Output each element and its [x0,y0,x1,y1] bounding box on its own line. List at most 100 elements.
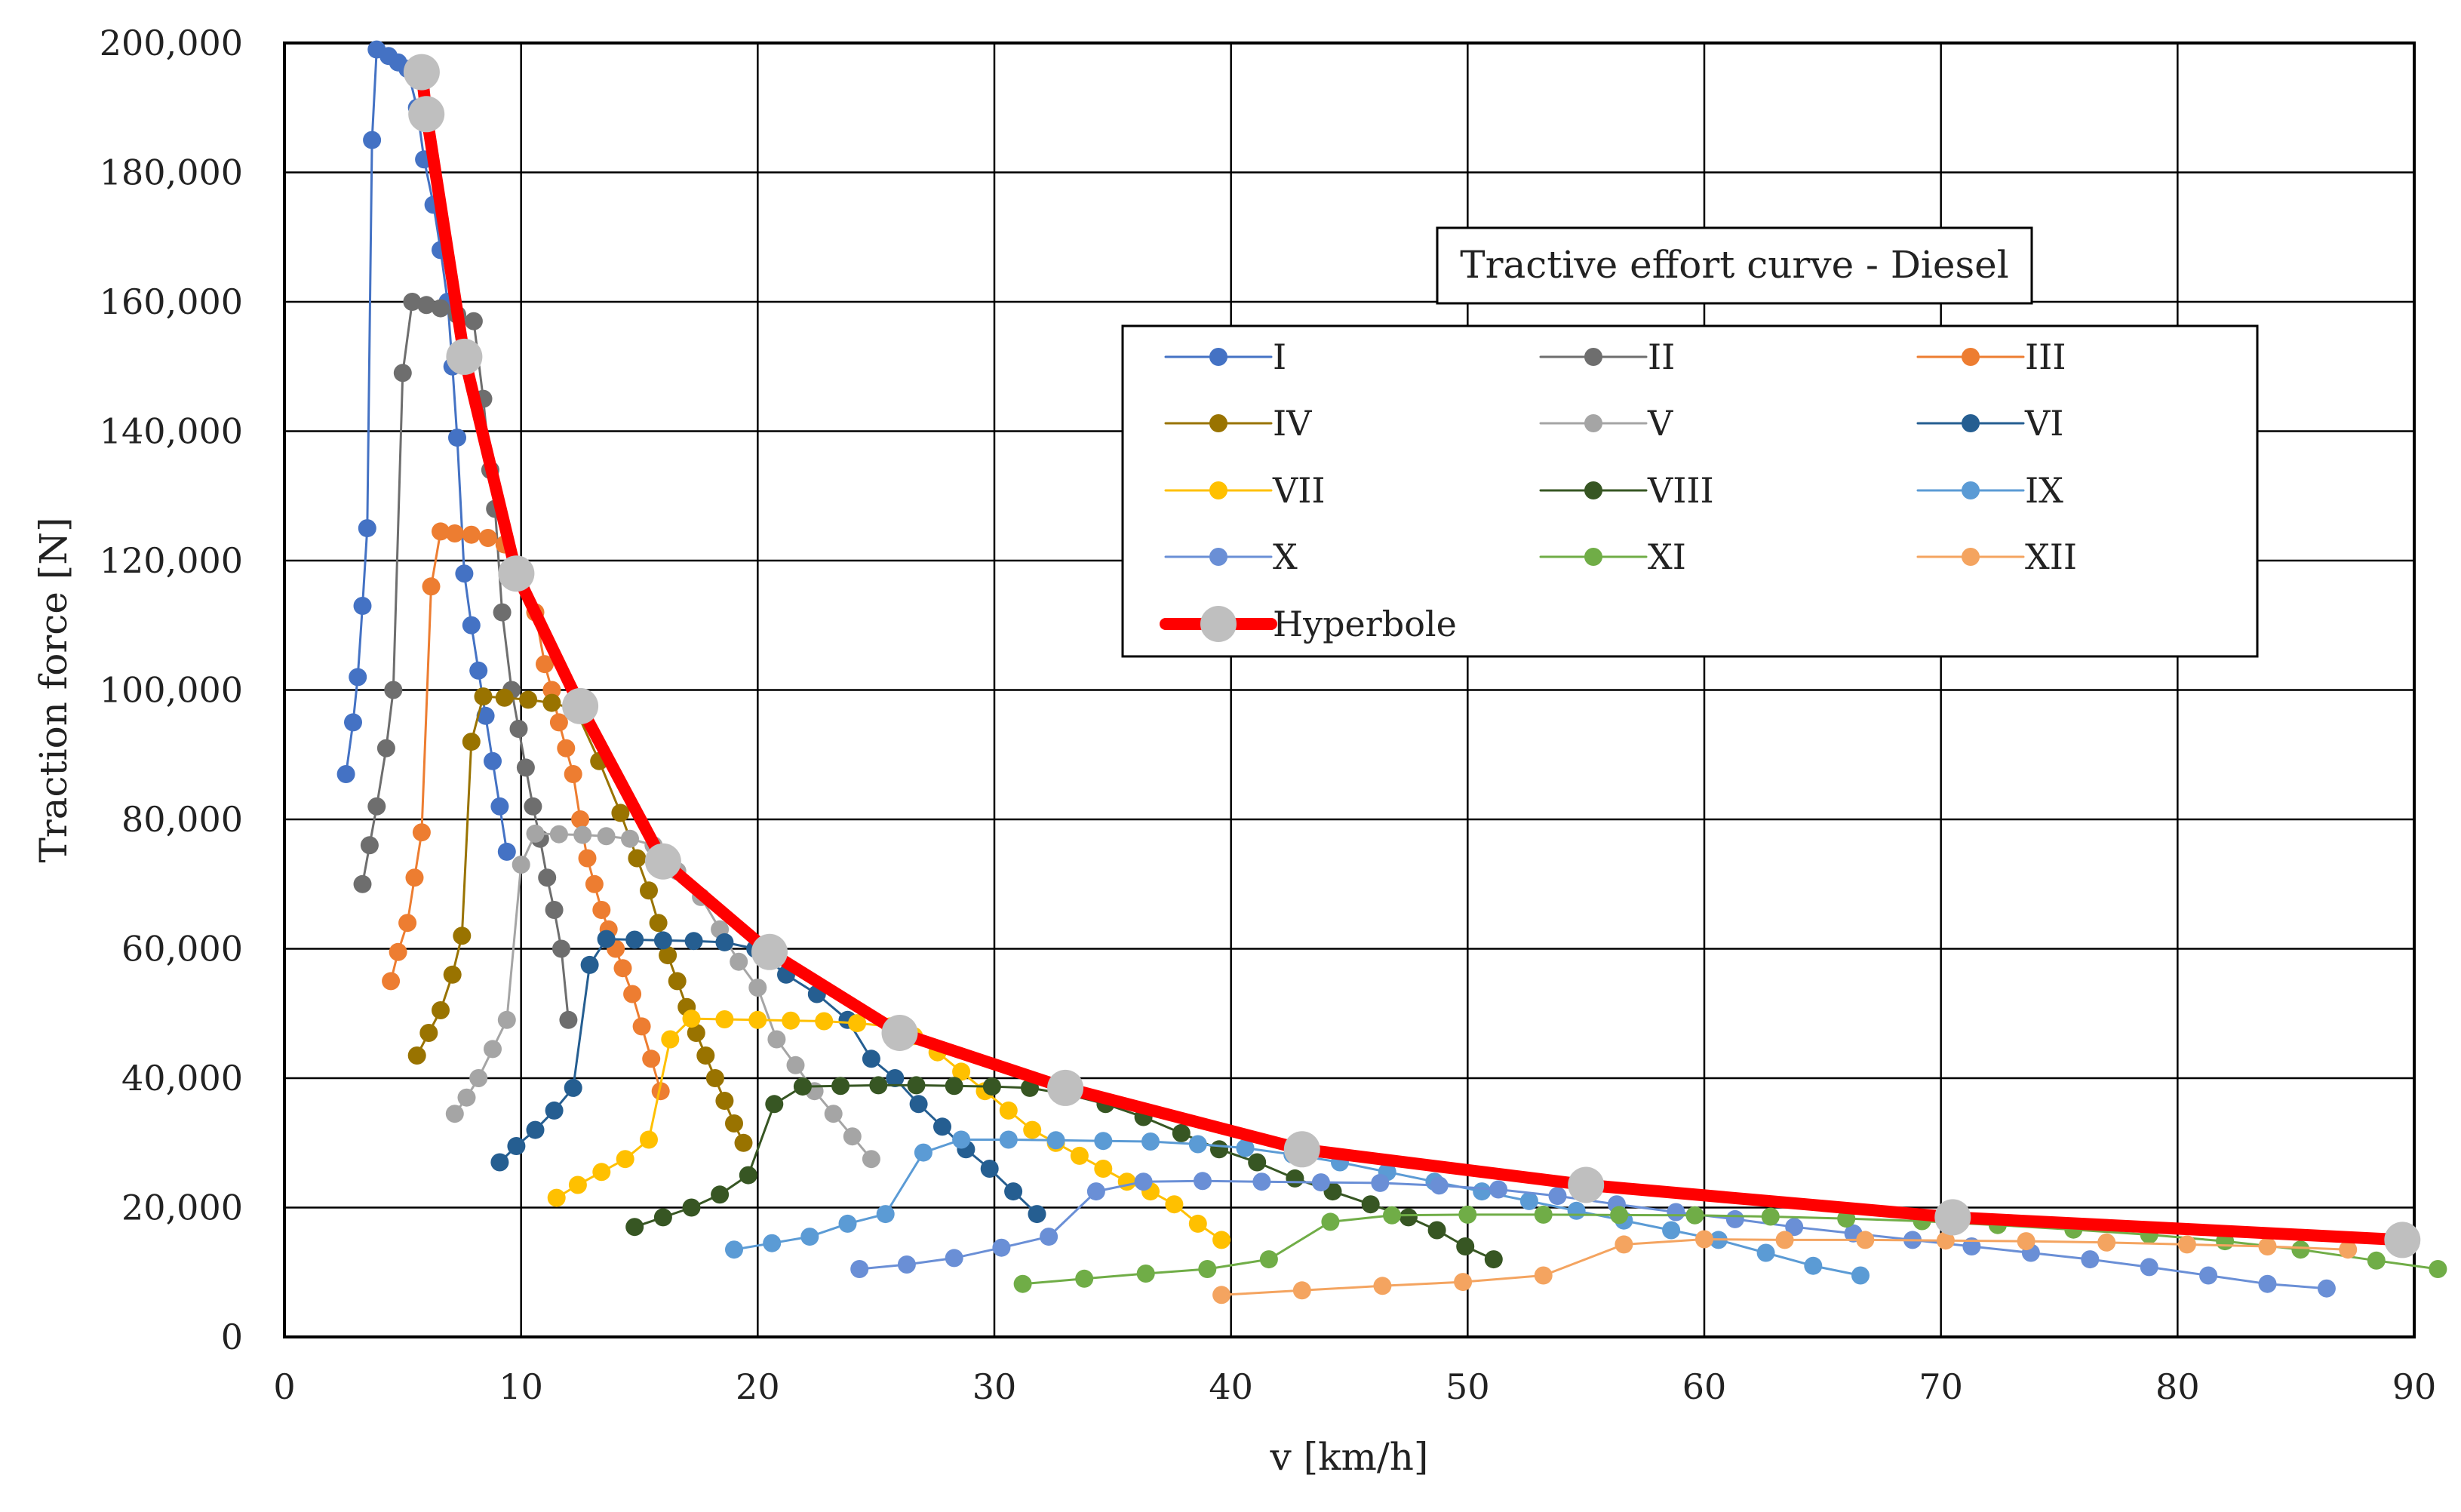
data-point [1212,1286,1231,1305]
data-point [649,914,668,933]
data-point [469,661,488,680]
data-point [1094,1160,1113,1178]
data-point [407,1046,426,1065]
data-point [360,836,379,855]
data-point [651,1082,670,1101]
data-point [564,765,582,783]
data-point [815,1012,834,1031]
data-point [493,603,512,622]
data-point [730,952,748,971]
legend-item-ix: IX [1916,470,2063,511]
data-point [1292,1281,1311,1300]
data-point [862,1150,880,1169]
plot-frame [283,41,2416,1338]
data-point [751,933,788,970]
y-tick-label: 20,000 [121,1188,243,1228]
data-point [909,1095,928,1114]
legend-label: III [2025,337,2066,377]
data-point [838,1214,857,1233]
data-point [623,985,642,1003]
data-point [542,681,561,699]
data-point [562,687,599,724]
legend-swatch-marker [1962,348,1980,366]
data-point [1023,1120,1042,1139]
data-point [850,1260,869,1278]
data-point [484,1040,502,1059]
data-point [568,1175,587,1194]
data-point [398,914,417,933]
data-point [1047,1069,1084,1106]
legend-swatch-marker [1584,481,1602,499]
legend-item-xii: XII [1916,536,2077,577]
data-point [1013,1274,1032,1293]
data-point [642,1049,661,1068]
y-tick-label: 120,000 [100,540,243,581]
data-point [659,946,677,965]
data-point [1685,1206,1704,1225]
data-point [782,1011,800,1030]
data-point [748,1010,767,1029]
data-point [1427,1221,1446,1240]
data-point [597,827,616,846]
data-point [367,797,386,816]
data-point [1399,1208,1418,1227]
chart-title-frame [1436,226,2033,305]
data-point [1489,1180,1508,1199]
legend-swatch-marker [1584,348,1602,366]
data-point [711,1185,730,1204]
legend-item-v: V [1539,403,1673,444]
data-point [1172,1123,1191,1142]
data-point [1141,1132,1160,1151]
data-point [497,842,516,861]
legend-label: VIII [1647,470,1714,511]
data-point [512,856,530,874]
x-tick-label: 80 [2155,1366,2200,1407]
data-point [1321,1212,1340,1231]
data-point [1259,1250,1278,1269]
data-point [389,942,407,961]
legend-item-vi: VI [1916,403,2063,444]
data-point [1568,1166,1605,1203]
data-point [640,1130,658,1149]
x-tick-label: 40 [1209,1366,1253,1407]
y-tick-label: 100,000 [100,670,243,711]
data-point [445,1105,464,1123]
tick-labels: 0 10 20 30 40 50 60 70 80 90 0 20,000 40,000 60,000 80… [100,23,2437,1407]
data-point [547,1188,566,1207]
data-point [1134,1172,1153,1191]
data-point [422,577,441,596]
data-point [2258,1274,2277,1293]
data-point [349,668,367,687]
data-point [1165,1195,1184,1214]
data-point [682,1198,701,1217]
data-point [571,810,590,828]
data-point [1252,1172,1271,1191]
data-point [653,931,672,950]
data-point [625,1218,644,1237]
data-point [687,1024,705,1042]
data-point [585,874,604,893]
data-point [1040,1228,1058,1246]
data-point [1756,1243,1775,1262]
data-point [403,293,422,311]
legend-item-i: I [1164,337,1286,377]
data-point [628,849,647,868]
data-point [484,751,502,770]
data-point [661,1030,680,1049]
data-point [490,797,509,816]
x-tick-label: 10 [499,1366,543,1407]
data-point [526,1120,545,1139]
data-point [545,901,564,919]
data-point [509,720,528,738]
legend-label: XI [1648,536,1686,577]
data-point [999,1101,1018,1120]
data-point [824,1105,843,1123]
data-point [542,693,561,712]
data-point [653,1208,672,1227]
data-point [1212,1231,1231,1249]
data-point [748,979,767,997]
data-point [446,338,483,375]
data-point [715,1010,734,1028]
